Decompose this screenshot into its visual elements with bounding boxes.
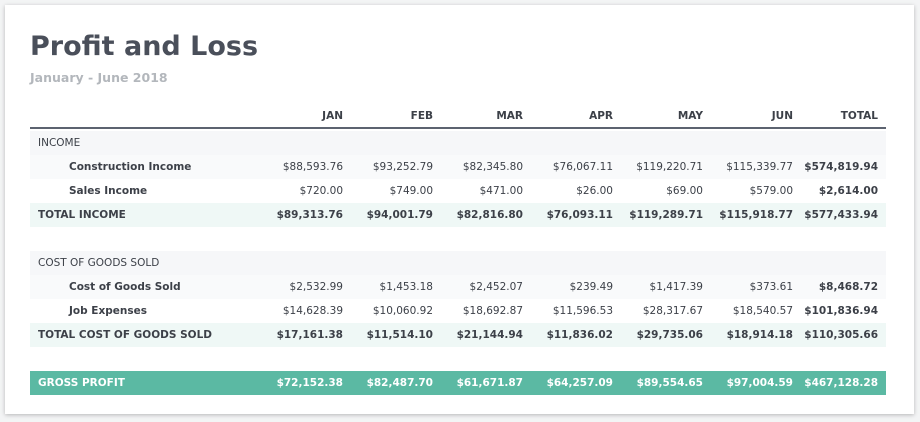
value-cell: $18,540.57: [732, 305, 793, 317]
value-cell: $28,317.67: [642, 305, 703, 317]
report-subtitle: January - June 2018: [30, 70, 168, 85]
value-cell: $101,836.94: [804, 305, 878, 317]
column-header: TOTAL: [840, 110, 878, 122]
value-cell: $467,128.28: [804, 377, 878, 389]
gross-profit-label: GROSS PROFIT: [38, 377, 125, 389]
value-cell: $1,453.18: [379, 281, 433, 293]
value-cell: $119,289.71: [629, 209, 703, 221]
value-cell: $82,487.70: [366, 377, 433, 389]
value-cell: $26.00: [576, 185, 613, 197]
section-row: INCOME: [30, 131, 886, 155]
value-cell: $2,452.07: [469, 281, 523, 293]
value-cell: $18,692.87: [462, 305, 523, 317]
item-row: Sales Income $720.00 $749.00 $471.00 $26.00 $…: [30, 179, 886, 203]
value-cell: $29,735.06: [636, 329, 703, 341]
total-row: TOTAL COST OF GOODS SOLD $17,161.38 $11,51…: [30, 323, 886, 347]
value-cell: $82,345.80: [462, 161, 523, 173]
value-cell: $11,514.10: [366, 329, 433, 341]
value-cell: $61,671.87: [456, 377, 523, 389]
value-cell: $94,001.79: [366, 209, 433, 221]
value-cell: $574,819.94: [804, 161, 878, 173]
column-header: JUN: [771, 110, 793, 122]
value-cell: $82,816.80: [456, 209, 523, 221]
section-label: INCOME: [38, 137, 81, 149]
total-label: TOTAL COST OF GOODS SOLD: [38, 329, 212, 341]
value-cell: $2,532.99: [289, 281, 343, 293]
item-label: Cost of Goods Sold: [69, 281, 181, 293]
value-cell: $97,004.59: [726, 377, 793, 389]
value-cell: $11,836.02: [546, 329, 613, 341]
section-row: COST OF GOODS SOLD: [30, 251, 886, 275]
item-label: Job Expenses: [69, 305, 147, 317]
value-cell: $18,914.18: [726, 329, 793, 341]
report-title: Profit and Loss: [30, 31, 259, 62]
value-cell: $8,468.72: [818, 281, 878, 293]
value-cell: $110,305.66: [804, 329, 878, 341]
value-cell: $89,554.65: [636, 377, 703, 389]
value-cell: $72,152.38: [276, 377, 343, 389]
value-cell: $69.00: [666, 185, 703, 197]
column-header: MAR: [496, 110, 523, 122]
value-cell: $10,060.92: [372, 305, 433, 317]
value-cell: $2,614.00: [818, 185, 878, 197]
value-cell: $21,144.94: [456, 329, 523, 341]
value-cell: $720.00: [299, 185, 343, 197]
column-header: APR: [589, 110, 613, 122]
column-header: MAY: [677, 110, 703, 122]
value-cell: $1,417.39: [649, 281, 703, 293]
value-cell: $239.49: [569, 281, 613, 293]
value-cell: $115,339.77: [726, 161, 793, 173]
item-label: Construction Income: [69, 161, 192, 173]
value-cell: $373.61: [749, 281, 793, 293]
section-label: COST OF GOODS SOLD: [38, 257, 160, 269]
value-cell: $76,067.11: [552, 161, 613, 173]
value-cell: $89,313.76: [276, 209, 343, 221]
value-cell: $64,257.09: [546, 377, 613, 389]
column-header: FEB: [410, 110, 433, 122]
item-row: Job Expenses $14,628.39 $10,060.92 $18,692.…: [30, 299, 886, 323]
total-row: TOTAL INCOME $89,313.76 $94,001.79 $82,816.…: [30, 203, 886, 227]
gross-profit-row: GROSS PROFIT $72,152.38 $82,487.70 $61,671.…: [30, 371, 886, 395]
value-cell: $119,220.71: [636, 161, 703, 173]
value-cell: $115,918.77: [719, 209, 793, 221]
value-cell: $93,252.79: [372, 161, 433, 173]
value-cell: $11,596.53: [552, 305, 613, 317]
item-row: Construction Income $88,593.76 $93,252.79 $…: [30, 155, 886, 179]
value-cell: $88,593.76: [282, 161, 343, 173]
header-row: JAN FEB MAR APR MAY JUN TOTAL: [30, 104, 886, 128]
report-card: Profit and Loss January - June 2018 JAN F…: [5, 5, 914, 414]
value-cell: $76,093.11: [546, 209, 613, 221]
value-cell: $471.00: [479, 185, 523, 197]
value-cell: $577,433.94: [804, 209, 878, 221]
header-rule: [30, 127, 886, 129]
item-label: Sales Income: [69, 185, 148, 197]
item-row: Cost of Goods Sold $2,532.99 $1,453.18 $2,4…: [30, 275, 886, 299]
value-cell: $749.00: [389, 185, 433, 197]
column-header: JAN: [322, 110, 343, 122]
total-label: TOTAL INCOME: [38, 209, 126, 221]
value-cell: $579.00: [749, 185, 793, 197]
value-cell: $17,161.38: [276, 329, 343, 341]
value-cell: $14,628.39: [282, 305, 343, 317]
